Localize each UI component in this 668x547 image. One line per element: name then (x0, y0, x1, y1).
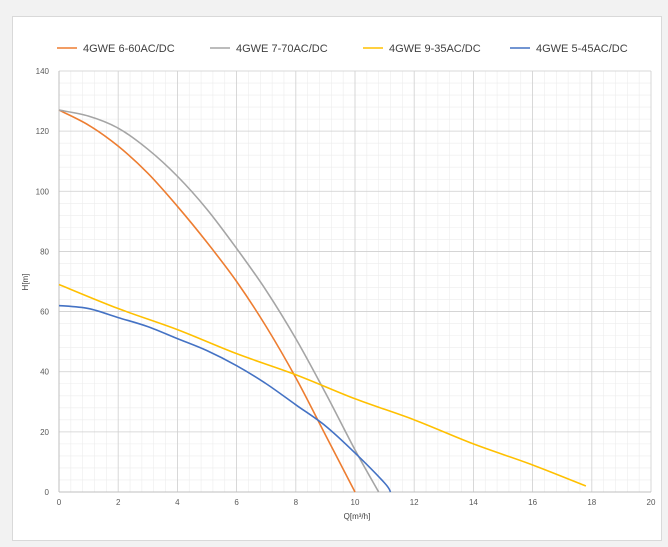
x-tick-label: 4 (175, 498, 180, 507)
x-tick-label: 16 (528, 498, 537, 507)
x-axis-label: Q[m³/h] (344, 512, 371, 521)
y-axis-label: H[m] (21, 274, 30, 291)
y-tick-label: 100 (36, 187, 50, 196)
y-tick-labels: 0 20 40 60 80 100 120 140 (36, 67, 50, 497)
y-tick-label: 140 (36, 67, 50, 76)
series-line-3 (58, 283, 587, 487)
x-tick-label: 14 (469, 498, 478, 507)
line-chart: 0 2 4 6 8 10 12 14 16 18 20 0 20 40 60 80 100 120 140 4GW… (21, 43, 656, 521)
x-tick-label: 2 (116, 498, 121, 507)
x-tick-label: 6 (234, 498, 239, 507)
series-lines (58, 109, 587, 493)
x-tick-label: 18 (587, 498, 596, 507)
y-tick-label: 0 (45, 488, 50, 497)
x-tick-label: 0 (57, 498, 62, 507)
x-tick-label: 8 (294, 498, 299, 507)
legend-label-1: 4GWE 6-60AC/DC (83, 43, 175, 55)
series-line-4 (58, 304, 392, 493)
series-line-1 (58, 109, 356, 493)
chart-card: 0 2 4 6 8 10 12 14 16 18 20 0 20 40 60 80 100 120 140 4GW… (12, 16, 662, 541)
y-tick-label: 20 (40, 428, 49, 437)
y-tick-label: 40 (40, 368, 49, 377)
x-tick-labels: 0 2 4 6 8 10 12 14 16 18 20 (57, 498, 656, 507)
x-tick-label: 10 (351, 498, 360, 507)
series-line-2 (58, 109, 380, 493)
y-tick-label: 80 (40, 247, 49, 256)
legend: 4GWE 6-60AC/DC 4GWE 7-70AC/DC 4GWE 9-35AC/… (57, 43, 628, 55)
legend-label-3: 4GWE 9-35AC/DC (389, 43, 481, 55)
major-gridlines (58, 70, 652, 493)
x-tick-label: 12 (410, 498, 419, 507)
y-tick-label: 60 (40, 308, 49, 317)
legend-label-2: 4GWE 7-70AC/DC (236, 43, 328, 55)
y-tick-label: 120 (36, 127, 50, 136)
legend-label-4: 4GWE 5-45AC/DC (536, 43, 628, 55)
x-tick-label: 20 (647, 498, 656, 507)
